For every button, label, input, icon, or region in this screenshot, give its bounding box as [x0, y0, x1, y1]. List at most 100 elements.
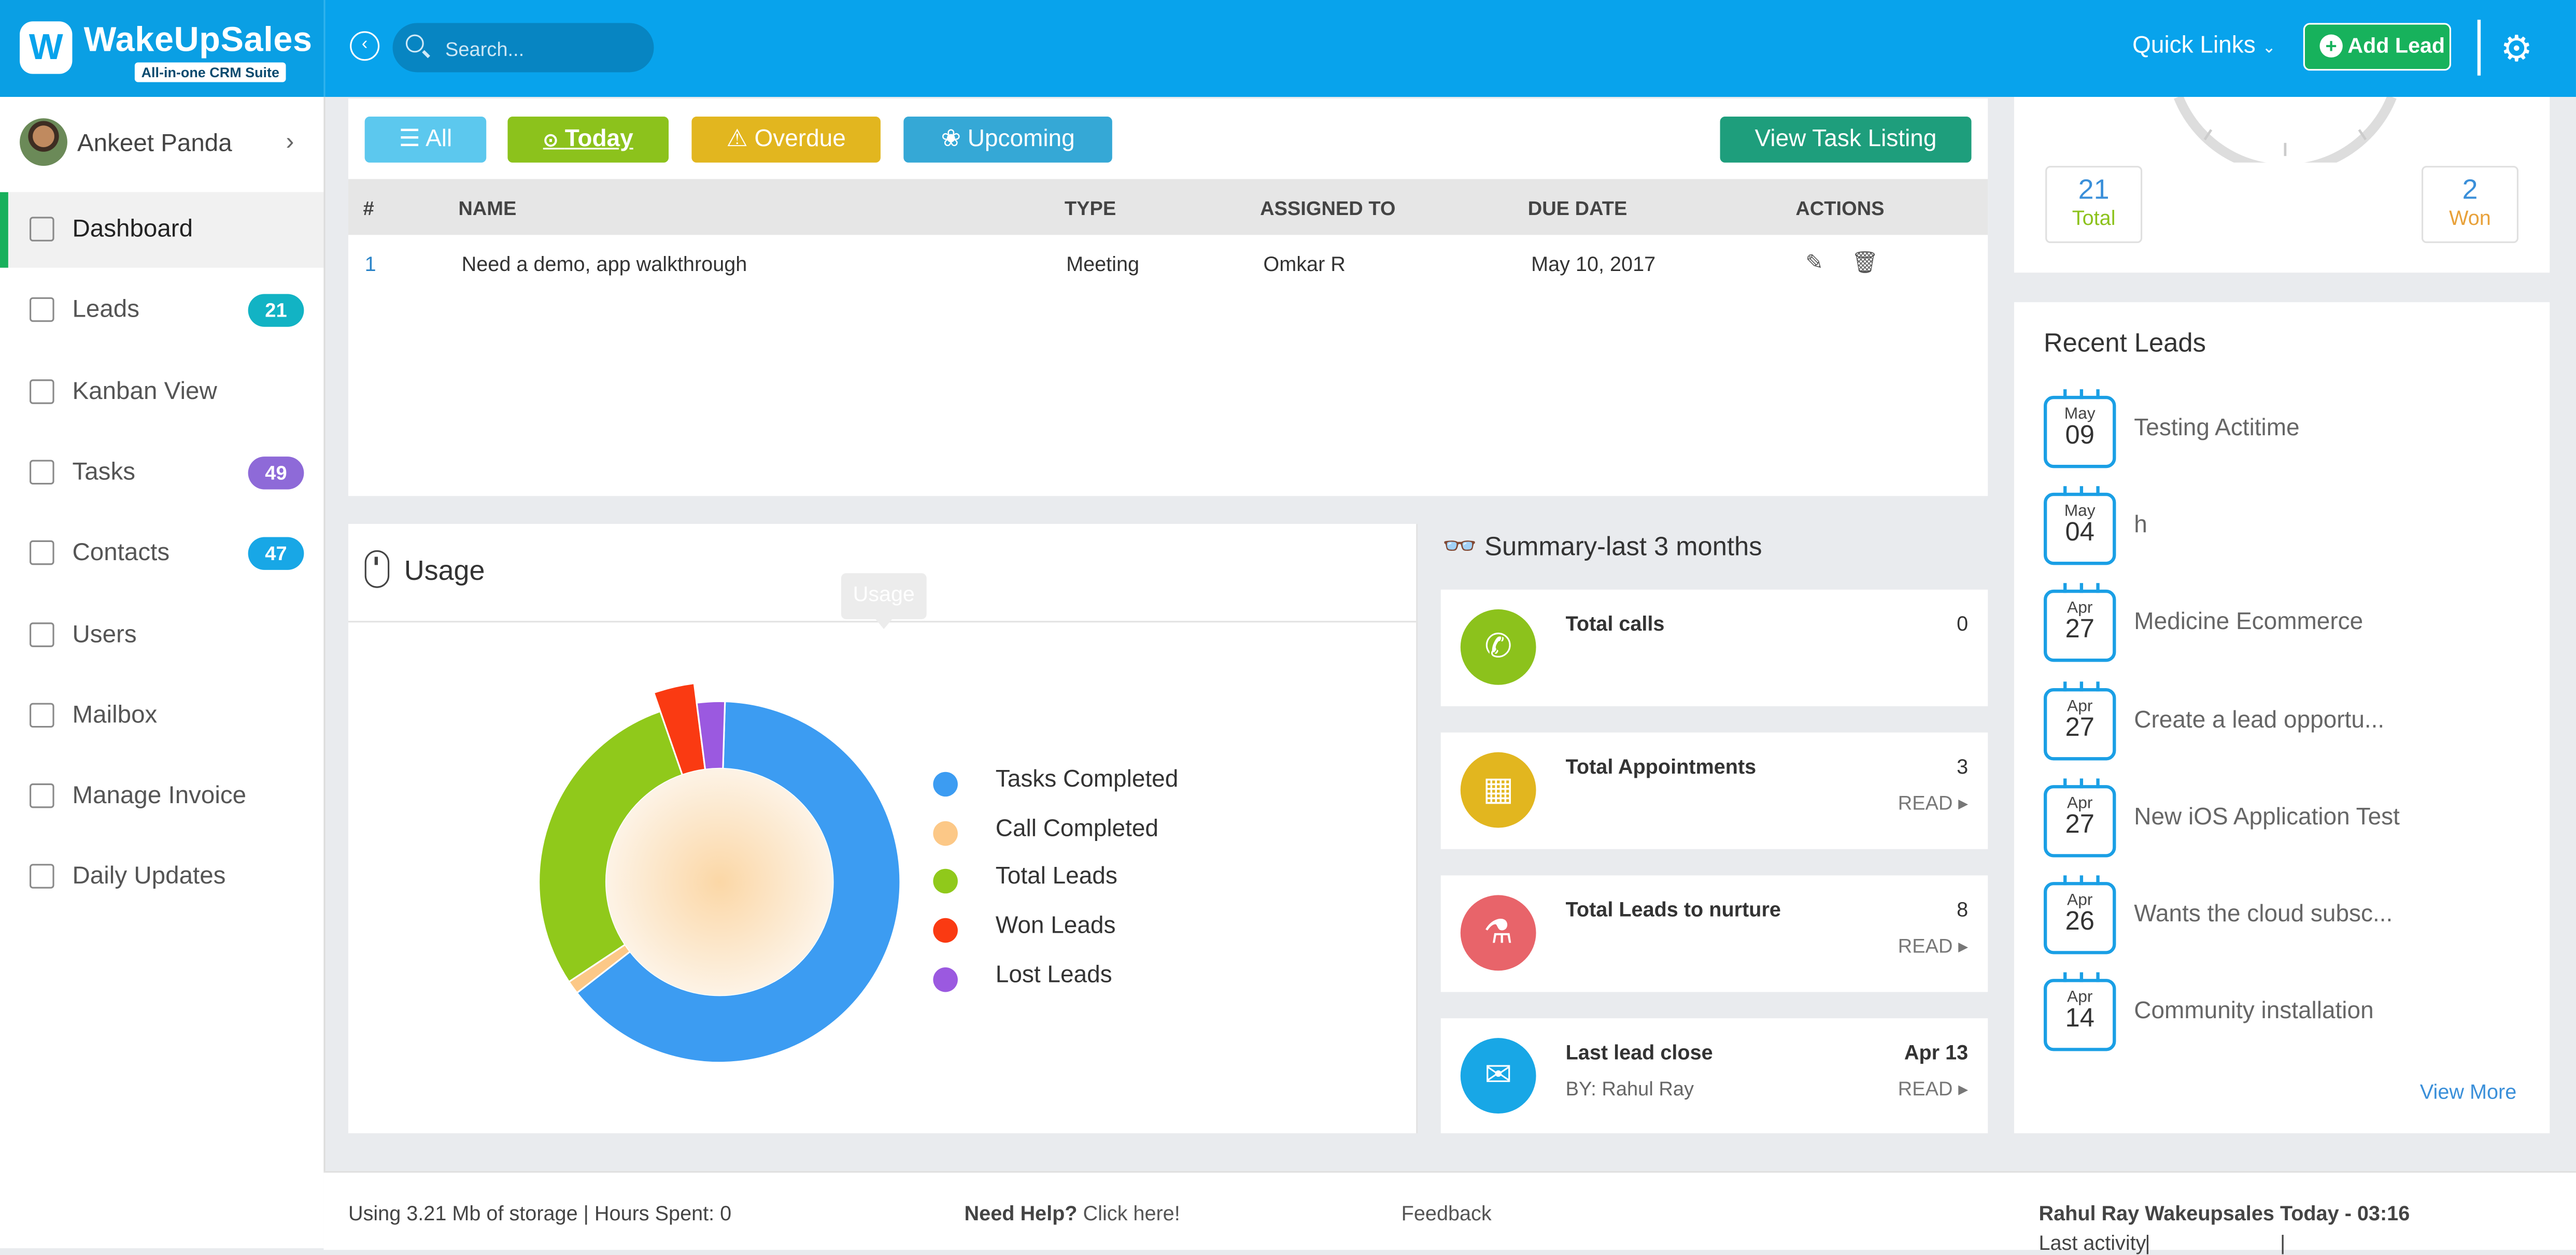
search-input[interactable] — [442, 33, 646, 66]
calendar-date-icon: Apr 27 — [2043, 681, 2116, 760]
lead-month: Apr — [2067, 600, 2093, 619]
summary-card-nurture[interactable]: ⚗ Total Leads to nurture 8 READ ▸ — [1440, 875, 1988, 992]
lead-name[interactable]: h — [2134, 512, 2147, 539]
brand-area[interactable]: W WakeUpSales All-in-one CRM Suite — [0, 0, 325, 97]
summary-appointments-label: Total Appointments — [1565, 755, 1757, 779]
lead-name[interactable]: Testing Actitime — [2134, 415, 2300, 442]
calendar-ring — [2096, 972, 2100, 983]
paw-icon: ❀ — [941, 126, 961, 153]
summary-calls-value: 0 — [1957, 612, 1969, 636]
add-lead-button[interactable]: + Add Lead — [2303, 23, 2452, 71]
click-here-link[interactable]: Click here! — [1083, 1202, 1180, 1225]
filter-all-button[interactable]: ☰ All — [364, 117, 487, 163]
collapse-sidebar-icon[interactable]: ‹ — [350, 31, 380, 61]
last-activity: Last activity Rahul Ray | Wakeupsales | … — [2039, 1202, 2410, 1254]
calendar-ring — [2063, 583, 2067, 594]
lead-name[interactable]: Wants the cloud subsc... — [2134, 902, 2393, 928]
filter-upcoming-button[interactable]: ❀ Upcoming — [903, 117, 1112, 163]
lead-name[interactable]: Community installation — [2134, 999, 2374, 1025]
quick-links-dropdown[interactable]: Quick Links ⌄ — [2132, 33, 2276, 59]
sidebar-item-leads[interactable]: Leads 21 — [0, 273, 323, 349]
edit-icon[interactable]: ✎ — [1805, 249, 1823, 275]
recent-lead-item[interactable]: Apr 27 Medicine Ecommerce — [2043, 583, 2537, 666]
usage-panel: Usage Usage Tasks Completed Call Complete… — [348, 524, 1418, 1134]
sidebar-item-dashboard[interactable]: Dashboard — [0, 192, 324, 268]
legend-item[interactable]: Total Leads — [933, 864, 1262, 897]
col-due: DUE DATE — [1527, 197, 1627, 220]
settings-gear-icon[interactable]: ⚙ — [2500, 27, 2533, 69]
recent-lead-item[interactable]: May 09 Testing Actitime — [2043, 389, 2537, 472]
lead-month: Apr — [2067, 794, 2093, 813]
read-link[interactable]: READ ▸ — [1898, 935, 1968, 958]
feedback-link[interactable]: Feedback — [1401, 1202, 1492, 1225]
sidebar-item-contacts[interactable]: Contacts 47 — [0, 516, 323, 592]
summary-card-calls[interactable]: ✆ Total calls 0 — [1440, 589, 1988, 706]
summary-last-close-by: BY: Rahul Ray — [1565, 1077, 1694, 1101]
row-type: Meeting — [1066, 253, 1140, 276]
stat-won-label: Won — [2449, 207, 2491, 230]
legend-label: Won Leads — [995, 913, 1116, 940]
read-label: READ — [1898, 1077, 1953, 1101]
recent-lead-item[interactable]: Apr 26 Wants the cloud subsc... — [2043, 875, 2537, 958]
user-profile[interactable]: Ankeet Panda › — [0, 97, 324, 194]
legend-item[interactable]: Won Leads — [933, 914, 1262, 946]
summary-last-close-value: Apr 13 — [1904, 1041, 1969, 1064]
view-more-link[interactable]: View More — [2419, 1080, 2517, 1104]
filter-overdue-button[interactable]: ⚠ Overdue — [691, 117, 881, 163]
trash-icon[interactable]: 🗑 — [1851, 249, 1879, 275]
sidebar-item-kanban-view[interactable]: Kanban View — [0, 354, 323, 430]
legend-item[interactable]: Lost Leads — [933, 962, 1262, 995]
lead-name[interactable]: Medicine Ecommerce — [2134, 610, 2363, 636]
usage-donut-chart[interactable] — [348, 622, 907, 1133]
summary-card-last-close[interactable]: ✉ Last lead close Apr 13 BY: Rahul Ray R… — [1440, 1018, 1988, 1134]
view-task-listing-button[interactable]: View Task Listing — [1720, 117, 1972, 163]
filter-today-button[interactable]: ⊙ Today — [507, 117, 669, 163]
lead-month: Apr — [2067, 892, 2093, 910]
recent-lead-item[interactable]: Apr 27 New iOS Application Test — [2043, 778, 2537, 860]
calendar-date-icon: Apr 26 — [2043, 875, 2116, 954]
leads-gauge-card: 21 Total 2 Won — [2014, 97, 2550, 273]
legend-label: Call Completed — [995, 816, 1159, 843]
sidebar-item-mailbox[interactable]: Mailbox — [0, 678, 323, 753]
footer: Using 3.21 Mb of storage | Hours Spent: … — [323, 1171, 2576, 1255]
col-type: TYPE — [1064, 197, 1116, 220]
glasses-icon: 👓 — [1442, 530, 1478, 562]
caret-right-icon: ▸ — [1958, 791, 1969, 815]
logo: W — [20, 21, 73, 74]
leads-icon — [30, 297, 54, 323]
sidebar-item-manage-invoice[interactable]: Manage Invoice — [0, 759, 323, 835]
list-icon: ☰ — [399, 126, 420, 153]
last-activity-label: Last activity — [2039, 1232, 2146, 1255]
chevron-right-icon: › — [286, 128, 294, 156]
lead-day: 14 — [2065, 1005, 2094, 1034]
calendar-ring — [2096, 681, 2100, 691]
legend-item[interactable]: Tasks Completed — [933, 767, 1262, 800]
lead-name[interactable]: New iOS Application Test — [2134, 804, 2400, 831]
search-box[interactable] — [392, 23, 654, 73]
table-row[interactable]: 1 Need a demo, app walkthrough Meeting O… — [348, 235, 1988, 291]
user-name: Ankeet Panda — [77, 130, 232, 158]
mouse-icon — [364, 550, 390, 588]
summary-card-appointments[interactable]: ▦ Total Appointments 3 READ ▸ — [1440, 732, 1988, 849]
lead-name[interactable]: Create a lead opportu... — [2134, 707, 2385, 734]
read-link[interactable]: READ ▸ — [1898, 792, 1968, 815]
row-num: 1 — [364, 253, 376, 276]
calendar-ring — [2079, 778, 2084, 788]
recent-lead-item[interactable]: Apr 14 Community installation — [2043, 972, 2537, 1055]
row-name[interactable]: Need a demo, app walkthrough — [461, 253, 747, 276]
col-name: NAME — [458, 197, 517, 220]
sidebar-item-label: Daily Updates — [72, 863, 226, 891]
sidebar-item-daily-updates[interactable]: Daily Updates — [0, 840, 323, 916]
legend-item[interactable]: Call Completed — [933, 816, 1262, 848]
sidebar-item-users[interactable]: Users — [0, 597, 323, 673]
summary-title: 👓 Summary-last 3 months — [1442, 531, 1762, 563]
recent-lead-item[interactable]: Apr 27 Create a lead opportu... — [2043, 681, 2537, 763]
brand-tagline: All-in-one CRM Suite — [134, 62, 286, 82]
read-link[interactable]: READ ▸ — [1898, 1077, 1968, 1100]
recent-lead-item[interactable]: May 04 h — [2043, 486, 2537, 568]
storage-info: Using 3.21 Mb of storage | Hours Spent: … — [348, 1202, 732, 1225]
search-icon — [405, 34, 424, 53]
sidebar-item-label: Tasks — [72, 458, 135, 486]
flask-icon: ⚗ — [1460, 895, 1536, 971]
sidebar-item-tasks[interactable]: Tasks 49 — [0, 435, 323, 511]
